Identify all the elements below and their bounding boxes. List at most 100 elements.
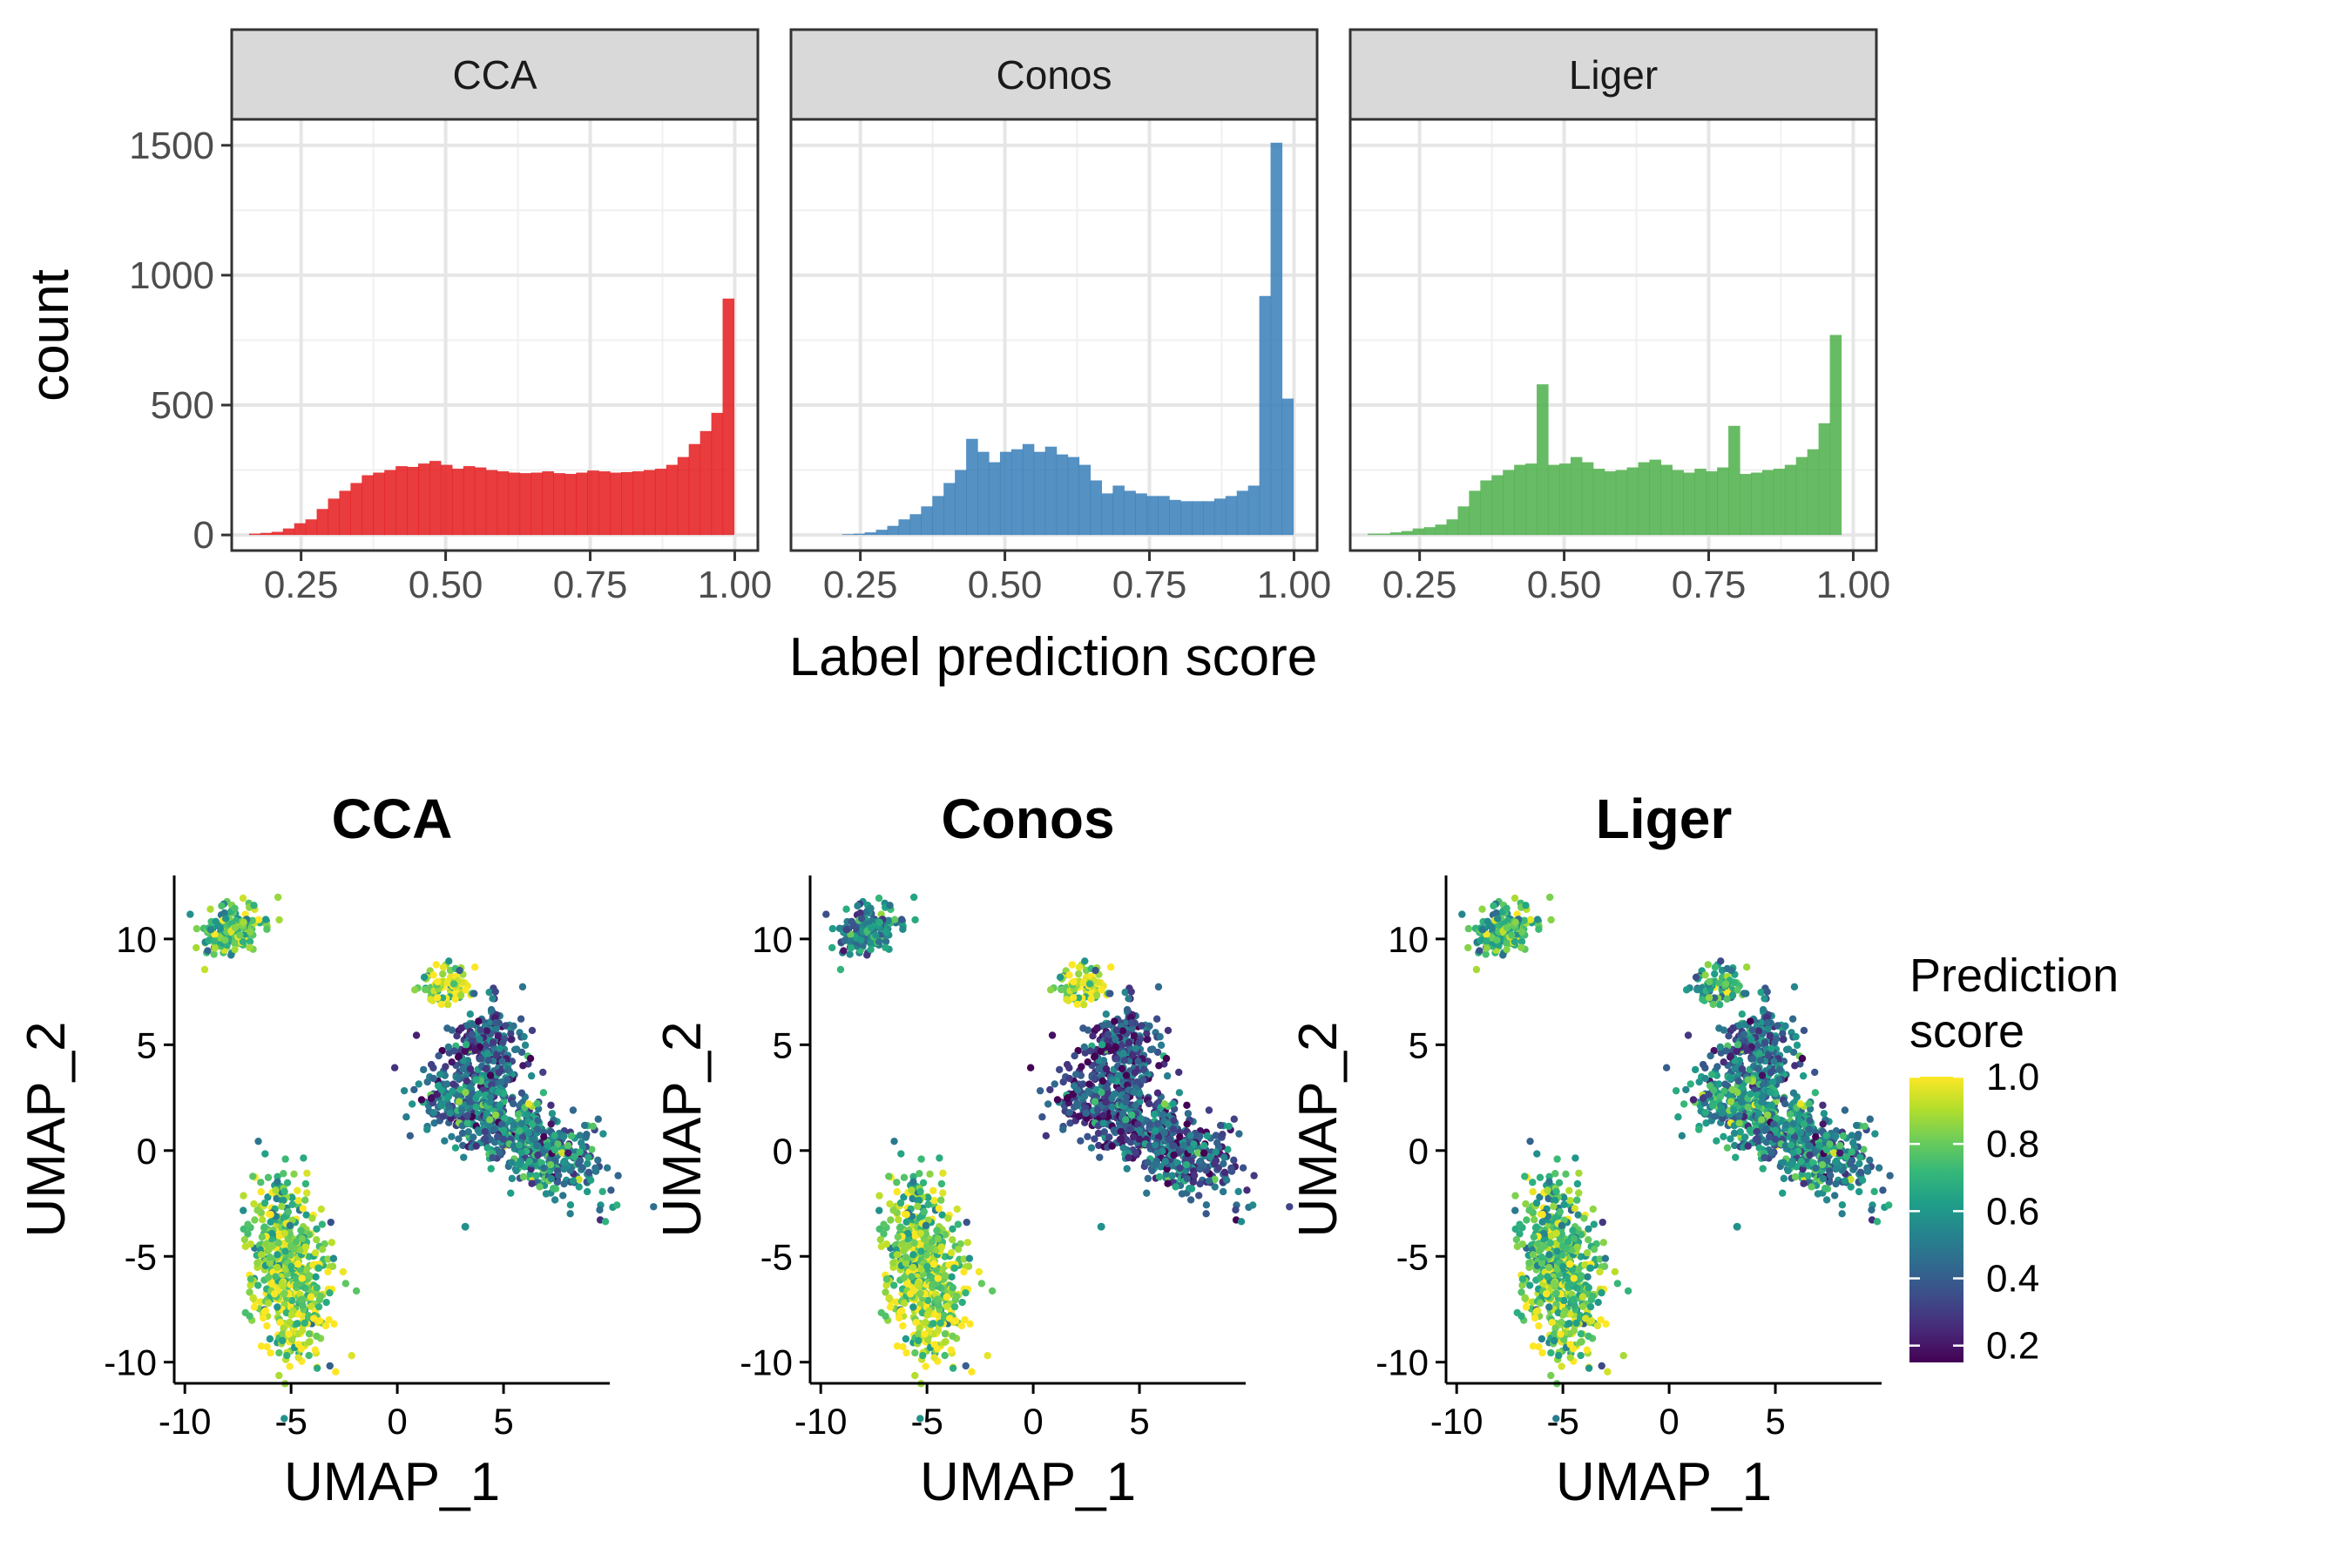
umap-point	[594, 1156, 602, 1165]
umap-point	[900, 1193, 908, 1201]
umap-point	[1822, 1132, 1830, 1139]
umap-point	[882, 1240, 890, 1248]
umap-point	[886, 1303, 895, 1311]
hist-bar	[1010, 449, 1024, 536]
umap-point	[1220, 1159, 1227, 1168]
umap-point	[516, 1160, 524, 1168]
umap-point	[1118, 1064, 1126, 1073]
umap-point	[1805, 1099, 1813, 1108]
umap-point	[554, 1172, 563, 1179]
hist-bar	[1829, 335, 1842, 536]
umap-point	[1566, 1354, 1574, 1362]
umap-point	[484, 1057, 493, 1064]
umap-point	[1091, 1074, 1098, 1082]
umap-title: Conos	[941, 787, 1114, 850]
umap-point	[1211, 1183, 1219, 1191]
umap-point	[1044, 1100, 1052, 1108]
umap-point	[828, 943, 836, 952]
umap-point	[1225, 1122, 1233, 1131]
umap-point	[1087, 995, 1095, 1004]
umap-point	[1153, 1089, 1162, 1097]
umap-point	[301, 1196, 309, 1204]
umap-point	[317, 1205, 325, 1213]
umap-point	[1731, 1141, 1739, 1150]
umap-point	[875, 1192, 883, 1200]
x-tick-label: 0.75	[1112, 564, 1187, 606]
umap-point	[1758, 1093, 1767, 1101]
umap-point	[544, 1141, 551, 1149]
umap-point	[1104, 1020, 1112, 1029]
umap-point	[534, 1151, 542, 1159]
umap-point	[840, 947, 848, 955]
umap-point	[1763, 1111, 1772, 1119]
umap-point	[949, 1364, 957, 1372]
umap-point	[1190, 1172, 1199, 1179]
umap-point	[1483, 937, 1490, 945]
umap-point	[1518, 928, 1526, 936]
x-tick-label: 1.00	[1257, 564, 1332, 606]
umap-point	[247, 928, 254, 936]
umap-point	[246, 943, 253, 951]
umap-point	[1727, 1135, 1734, 1143]
umap-point	[1186, 1132, 1194, 1139]
umap-point	[1123, 1165, 1131, 1173]
hist-bar	[677, 456, 690, 536]
umap-point	[455, 1074, 463, 1082]
umap-point	[1866, 1115, 1874, 1123]
umap-point	[1125, 1153, 1132, 1162]
umap-point	[1820, 1110, 1828, 1118]
umap-point	[244, 1230, 252, 1238]
x-tick-label: 5	[493, 1401, 513, 1442]
umap-point	[240, 1225, 247, 1233]
umap-point	[1768, 1078, 1777, 1086]
umap-point	[517, 1148, 525, 1157]
umap-point	[1575, 1189, 1583, 1197]
umap-point	[495, 1088, 503, 1096]
umap-point	[1211, 1175, 1219, 1184]
umap-point	[929, 1281, 936, 1289]
umap-point	[1099, 1112, 1107, 1119]
umap-point	[1819, 1120, 1827, 1128]
umap-point	[274, 1173, 281, 1180]
umap-point	[510, 1045, 519, 1054]
umap-point	[1219, 1131, 1227, 1139]
umap-point	[1822, 1196, 1831, 1204]
umap-point	[451, 995, 459, 1004]
umap-point	[923, 1310, 932, 1318]
umap-point	[1701, 1074, 1709, 1083]
umap-point	[916, 1187, 924, 1196]
umap-point	[518, 983, 527, 991]
facet-strip-label: Conos	[997, 52, 1112, 98]
umap-point	[1705, 994, 1713, 1002]
umap-point	[1552, 1415, 1560, 1423]
x-tick-label: -10	[159, 1401, 212, 1442]
umap-point	[560, 1132, 568, 1140]
umap-point	[534, 1117, 542, 1125]
umap-point	[1811, 1089, 1820, 1097]
umap-point	[576, 1148, 584, 1156]
y-tick-label: -10	[104, 1342, 157, 1383]
umap-point	[1117, 1134, 1125, 1143]
hist-bar	[643, 470, 656, 536]
umap-point	[1838, 1200, 1847, 1209]
hist-bar	[564, 474, 577, 536]
hist-bar	[587, 470, 599, 536]
umap-point	[1172, 1183, 1179, 1191]
umap-point	[1709, 1000, 1717, 1009]
umap-point	[1098, 1041, 1106, 1049]
umap-point	[443, 1024, 451, 1032]
umap-point	[528, 1120, 537, 1128]
umap-point	[1758, 1071, 1767, 1079]
umap-point	[1492, 909, 1500, 917]
umap-point	[1121, 988, 1129, 997]
umap-point	[893, 1179, 901, 1186]
umap-point	[211, 937, 219, 945]
umap-point	[1154, 983, 1163, 991]
umap-point	[1112, 1035, 1119, 1044]
umap-point	[1775, 1065, 1784, 1073]
umap-point	[318, 1245, 327, 1254]
hist-x-axis-title: Label prediction score	[789, 627, 1318, 687]
hist-bar	[1784, 464, 1797, 536]
umap-point	[914, 1279, 923, 1288]
umap-point	[311, 1249, 320, 1257]
